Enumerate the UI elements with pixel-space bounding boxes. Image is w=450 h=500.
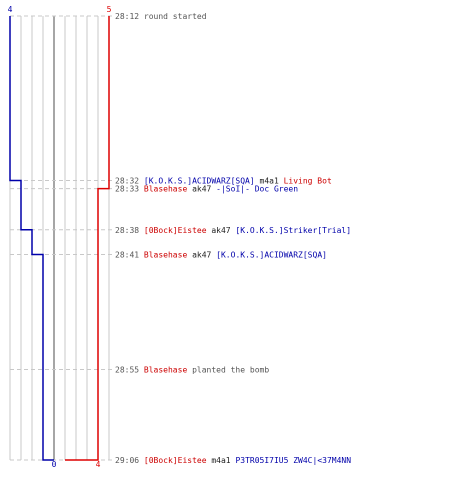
series-lines: 4 5 0 4 [8,5,112,469]
event-entry: 28:55 Blasehase planted the bomb [115,366,269,375]
event-text-part: [K.O.K.S.]ACIDWARZ[SQA] [144,176,255,185]
series-line-red [65,16,110,461]
event-text-part: [K.O.K.S.]Striker[Trial] [235,226,351,235]
event-entry: 28:38 [0Bock]Eistee ak47 [K.O.K.S.]Strik… [115,226,351,235]
event-text-part: [0Bock]Eistee [144,226,207,235]
event-text-part: Living Bot [284,176,332,185]
event-text-part: P3TR05I7IU5 ZW4C|<37M4NN [235,456,351,465]
event-text-part: planted the bomb [187,366,269,375]
event-text-part: m4a1 [207,456,236,465]
event-text-part: ak47 [187,250,216,259]
event-text-part: Blasehase [144,250,188,259]
event-log: 28:12 round started 28:32 [K.O.K.S.]ACIDW… [115,12,351,465]
red-end-count: 4 [96,460,101,469]
event-text-part: m4a1 [255,176,284,185]
event-text-part: ak47 [207,226,236,235]
blue-start-count: 4 [8,5,13,14]
event-time: 28:38 [115,226,144,235]
event-entry: 28:41 Blasehase ak47 [K.O.K.S.]ACIDWARZ[… [115,250,327,259]
event-entry: 28:12 round started [115,12,207,21]
event-text-part: [0Bock]Eistee [144,456,207,465]
event-time: 28:33 [115,185,144,194]
event-text-part: [K.O.K.S.]ACIDWARZ[SQA] [216,250,327,259]
event-text-part: Blasehase [144,185,188,194]
series-line-blue [9,16,54,461]
red-start-count: 5 [107,5,112,14]
event-entry: 28:33 Blasehase ak47 -|SoI|- Doc Green [115,185,298,194]
event-time: 28:55 [115,366,144,375]
event-text-part: round started [144,12,207,21]
grid [9,15,112,461]
event-text-part: -|SoI|- Doc Green [216,185,298,194]
event-time: 28:12 [115,12,144,21]
event-time: 29:06 [115,456,144,465]
event-text-part: ak47 [187,185,216,194]
event-text-part: Blasehase [144,366,188,375]
event-time: 28:41 [115,250,144,259]
event-time: 28:32 [115,176,144,185]
event-entry: 29:06 [0Bock]Eistee m4a1 P3TR05I7IU5 ZW4… [115,456,351,465]
event-entry: 28:32 [K.O.K.S.]ACIDWARZ[SQA] m4a1 Livin… [115,176,332,185]
blue-end-count: 0 [52,460,57,469]
